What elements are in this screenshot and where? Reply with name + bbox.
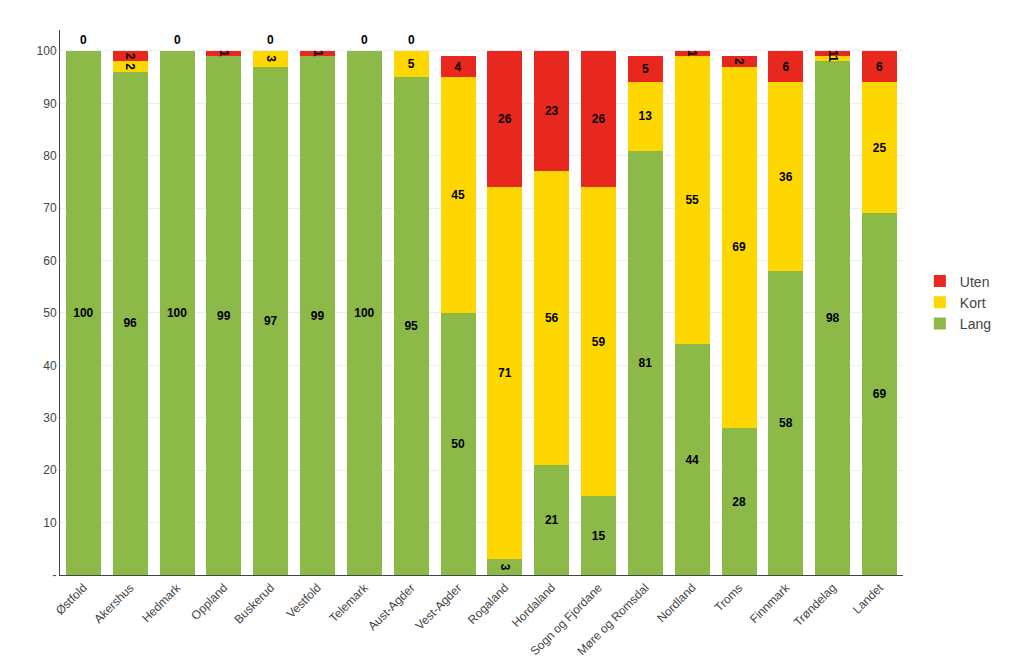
- svg-text:Kort: Kort: [960, 295, 986, 311]
- svg-text:50: 50: [43, 306, 57, 320]
- svg-text:-: -: [53, 568, 57, 582]
- svg-text:0: 0: [267, 33, 274, 47]
- svg-text:90: 90: [43, 97, 57, 111]
- svg-text:58: 58: [779, 416, 793, 430]
- svg-text:96: 96: [123, 316, 137, 330]
- svg-text:Landet: Landet: [850, 580, 886, 616]
- svg-text:1: 1: [685, 50, 699, 57]
- svg-text:1: 1: [826, 50, 840, 57]
- svg-text:5: 5: [408, 57, 415, 71]
- svg-text:Lang: Lang: [960, 316, 991, 332]
- svg-text:99: 99: [217, 309, 231, 323]
- svg-text:0: 0: [174, 33, 181, 47]
- svg-text:1: 1: [217, 50, 231, 57]
- svg-text:13: 13: [639, 109, 653, 123]
- svg-text:Hedmark: Hedmark: [139, 580, 184, 625]
- svg-text:60: 60: [43, 254, 57, 268]
- svg-text:0: 0: [408, 33, 415, 47]
- svg-text:36: 36: [779, 170, 793, 184]
- svg-text:Finnmark: Finnmark: [747, 580, 793, 626]
- svg-text:3: 3: [264, 55, 278, 62]
- svg-text:Nordland: Nordland: [654, 581, 698, 625]
- svg-text:1: 1: [311, 50, 325, 57]
- svg-text:15: 15: [592, 529, 606, 543]
- svg-text:28: 28: [732, 495, 746, 509]
- svg-text:3: 3: [498, 564, 512, 571]
- svg-text:70: 70: [43, 201, 57, 215]
- svg-text:Vestfold: Vestfold: [284, 581, 324, 621]
- svg-text:100: 100: [37, 44, 57, 58]
- svg-text:Akershus: Akershus: [91, 581, 136, 626]
- svg-text:Troms: Troms: [712, 581, 746, 615]
- svg-text:Møre og Romsdal: Møre og Romsdal: [574, 581, 651, 658]
- svg-text:6: 6: [876, 60, 883, 74]
- svg-text:25: 25: [873, 141, 887, 155]
- svg-text:40: 40: [43, 359, 57, 373]
- svg-text:45: 45: [451, 188, 465, 202]
- svg-text:50: 50: [451, 437, 465, 451]
- svg-text:21: 21: [545, 513, 559, 527]
- svg-text:4: 4: [455, 60, 462, 74]
- svg-text:95: 95: [404, 319, 418, 333]
- svg-text:1: 1: [826, 55, 840, 62]
- svg-text:Hordaland: Hordaland: [509, 581, 558, 630]
- svg-text:Uten: Uten: [960, 274, 990, 290]
- svg-text:99: 99: [311, 309, 325, 323]
- svg-text:69: 69: [873, 387, 887, 401]
- svg-text:59: 59: [592, 335, 606, 349]
- svg-text:Vest-Agder: Vest-Agder: [413, 581, 465, 633]
- svg-text:2: 2: [123, 53, 137, 60]
- svg-text:81: 81: [639, 356, 653, 370]
- svg-text:100: 100: [73, 306, 93, 320]
- svg-text:2: 2: [732, 58, 746, 65]
- svg-text:Aust-Agder: Aust-Agder: [365, 581, 417, 633]
- svg-text:98: 98: [826, 311, 840, 325]
- svg-text:26: 26: [498, 112, 512, 126]
- svg-text:44: 44: [685, 453, 699, 467]
- svg-text:2: 2: [123, 63, 137, 70]
- svg-text:Trøndelag: Trøndelag: [791, 581, 839, 629]
- svg-text:0: 0: [361, 33, 368, 47]
- svg-text:Buskerud: Buskerud: [231, 581, 277, 627]
- svg-text:71: 71: [498, 366, 512, 380]
- svg-text:6: 6: [782, 60, 789, 74]
- svg-text:80: 80: [43, 149, 57, 163]
- svg-text:23: 23: [545, 104, 559, 118]
- svg-text:30: 30: [43, 411, 57, 425]
- svg-text:56: 56: [545, 311, 559, 325]
- svg-text:0: 0: [80, 33, 87, 47]
- svg-text:55: 55: [685, 193, 699, 207]
- svg-text:Oppland: Oppland: [188, 581, 230, 623]
- svg-text:26: 26: [592, 112, 606, 126]
- svg-text:5: 5: [642, 62, 649, 76]
- svg-text:Telemark: Telemark: [326, 580, 371, 625]
- svg-text:Sogn og Fjordane: Sogn og Fjordane: [528, 581, 606, 659]
- svg-text:97: 97: [264, 314, 278, 328]
- svg-text:20: 20: [43, 463, 57, 477]
- svg-text:Østfold: Østfold: [53, 581, 90, 618]
- svg-text:100: 100: [354, 306, 374, 320]
- svg-text:100: 100: [167, 306, 187, 320]
- svg-text:69: 69: [732, 240, 746, 254]
- svg-text:Rogaland: Rogaland: [465, 581, 511, 627]
- svg-text:10: 10: [43, 516, 57, 530]
